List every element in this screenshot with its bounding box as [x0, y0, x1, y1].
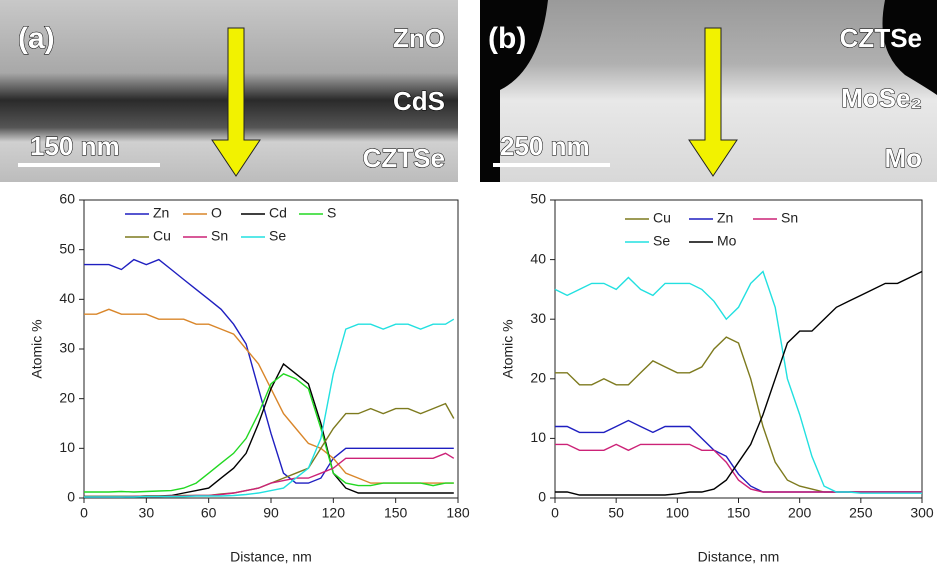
void	[480, 0, 548, 182]
image-b: (b) CZTSe MoSe₂ Mo 250 nm	[480, 0, 937, 182]
plot-frame	[83, 199, 459, 499]
x-tick-label: 250	[849, 505, 873, 521]
x-tick-label: 150	[727, 505, 751, 521]
layer-label: CZTSe	[363, 143, 445, 173]
y-tick-label: 20	[59, 389, 75, 405]
panel-label: (a)	[18, 22, 55, 55]
layer-label: CdS	[393, 86, 445, 116]
x-tick-label: 100	[666, 505, 690, 521]
x-tick-label: 180	[446, 505, 470, 521]
legend-label: Cu	[153, 228, 171, 244]
y-tick-label: 20	[530, 370, 546, 386]
image-a: (a) ZnO CdS CZTSe 150 nm	[0, 0, 458, 182]
legend-label: Zn	[717, 210, 733, 226]
y-axis-title: Atomic %	[500, 319, 516, 378]
y-tick-label: 40	[530, 250, 546, 266]
y-tick-label: 50	[530, 191, 546, 207]
y-tick-label: 0	[67, 489, 75, 505]
y-tick-label: 30	[59, 340, 75, 356]
arrow	[688, 27, 738, 177]
x-tick-label: 0	[551, 505, 559, 521]
data-line	[84, 372, 454, 493]
y-tick-label: 30	[530, 310, 546, 326]
legend-label: Cu	[653, 210, 671, 226]
layer-label: CZTSe	[840, 23, 922, 53]
arrow	[211, 27, 261, 177]
legend-label: Sn	[781, 210, 798, 226]
x-tick-label: 200	[788, 505, 812, 521]
legend-label: Se	[653, 233, 670, 249]
legend-label: S	[327, 205, 336, 221]
layer-label: ZnO	[393, 23, 445, 53]
legend-label: O	[211, 205, 222, 221]
x-tick-label: 300	[910, 505, 934, 521]
scale-label: 150 nm	[30, 131, 120, 161]
x-tick-label: 50	[608, 505, 624, 521]
y-tick-label: 10	[59, 439, 75, 455]
data-line	[84, 318, 455, 498]
y-tick-label: 60	[59, 191, 75, 207]
y-tick-label: 0	[538, 489, 546, 505]
x-tick-label: 150	[384, 505, 408, 521]
x-tick-label: 90	[263, 505, 279, 521]
data-line	[555, 419, 922, 493]
x-tick-label: 30	[139, 505, 155, 521]
data-line	[554, 270, 922, 494]
legend-label: Sn	[211, 228, 228, 244]
data-line	[555, 270, 923, 496]
x-axis-title: Distance, nm	[230, 549, 312, 565]
legend-label: Mo	[717, 233, 737, 249]
x-tick-label: 60	[201, 505, 217, 521]
y-tick-label: 40	[59, 290, 75, 306]
scale-label: 250 nm	[500, 131, 590, 161]
void	[882, 0, 937, 95]
layer-label: MoSe₂	[841, 83, 922, 113]
legend-label: Zn	[153, 205, 169, 221]
layer-label: Mo	[884, 143, 922, 173]
legend-label: Cd	[269, 205, 287, 221]
y-axis-title: Atomic %	[29, 319, 45, 378]
legend-label: Se	[269, 228, 286, 244]
x-axis-title: Distance, nm	[698, 549, 780, 565]
data-line	[84, 258, 454, 484]
plot-frame	[554, 199, 923, 499]
y-tick-label: 10	[530, 429, 546, 445]
x-tick-label: 120	[322, 505, 346, 521]
x-tick-label: 0	[80, 505, 88, 521]
y-tick-label: 50	[59, 240, 75, 256]
data-line	[555, 443, 922, 493]
panel-label: (b)	[488, 22, 526, 55]
data-line	[555, 336, 922, 493]
